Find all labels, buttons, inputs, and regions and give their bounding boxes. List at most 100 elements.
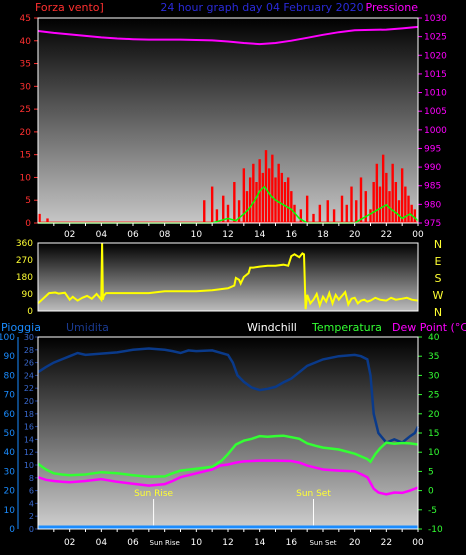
wind-bar <box>375 163 379 222</box>
temperature-legend: Temperatura <box>311 321 382 334</box>
temperature-y-tick-label: -5 <box>428 506 437 516</box>
humidity-y-tick-label: 14 <box>24 435 34 444</box>
temperature-humidity-panel: Sun Rise Sun Set 0102030405060708090100 … <box>0 333 443 548</box>
top-x-tick-label: 08 <box>159 230 171 240</box>
wind-bar <box>385 172 388 222</box>
sun-rise-label: Sun Rise <box>134 489 173 499</box>
humidity-y-tick-label: 22 <box>24 384 34 393</box>
temperature-panel-background <box>38 337 418 529</box>
dewpoint-legend: Dew Point (°C) <box>392 321 466 334</box>
wind-y-tick-label: 0 <box>25 219 31 229</box>
windchill-legend: Windchill <box>247 321 297 334</box>
temperature-y-tick-label: -10 <box>428 525 443 535</box>
pressure-y-tick-label: 990 <box>424 163 441 173</box>
bottom-x-tick-label: 04 <box>96 538 108 548</box>
wind-bar <box>350 186 353 222</box>
wind-y-tick-label: 15 <box>20 151 31 161</box>
pressure-y-tick-label: 1020 <box>424 51 447 61</box>
sun-set-label: Sun Set <box>296 489 331 499</box>
wind-bar <box>267 168 271 222</box>
humidity-y-tick-label: 28 <box>24 346 34 355</box>
wind-bar <box>340 195 344 222</box>
pressure-series-line <box>37 25 419 46</box>
direction-y-tick-label: 90 <box>22 290 34 300</box>
wind-y-tick-label: 35 <box>20 60 31 70</box>
temperature-y-tick-label: 5 <box>428 467 434 477</box>
temperature-y-tick-label: 40 <box>428 333 440 343</box>
wind-bar <box>345 204 348 222</box>
humidity-y-tick-label: 18 <box>24 410 34 419</box>
wind-bar <box>394 182 398 222</box>
pressure-y-tick-label: 1030 <box>424 14 447 24</box>
wind-bar <box>332 209 336 222</box>
humidity-y-tick-label: 24 <box>24 371 34 380</box>
direction-y-tick-label: 360 <box>16 239 33 249</box>
wind-y-tick-label: 25 <box>20 105 31 115</box>
wind-y-tick-label: 45 <box>20 14 31 24</box>
wind-bar <box>318 204 322 222</box>
wind-bar <box>407 195 410 222</box>
bottom-x-tick-label: 00 <box>412 538 424 548</box>
bottom-x-tick-label: 06 <box>127 538 139 548</box>
wind-bar <box>280 172 284 222</box>
pressure-y-tick-label: 1010 <box>424 89 447 99</box>
bottom-x-tick-label: Sun Set <box>309 539 336 547</box>
top-x-tick-label: 20 <box>349 230 361 240</box>
temperature-y-tick-label: 25 <box>428 391 439 401</box>
humidity-y-tick-label: 26 <box>24 359 34 368</box>
wind-bar <box>264 150 268 222</box>
rain-y-tick-label: 100 <box>0 333 15 343</box>
wind-bar <box>245 191 249 222</box>
direction-y-tick-label: 180 <box>16 273 33 283</box>
wind-y-tick-label: 20 <box>20 128 32 138</box>
pressure-y-tick-label: 1025 <box>424 33 447 43</box>
wind-axis-title: Forza vento] <box>35 1 104 14</box>
wind-panel-background <box>38 18 418 223</box>
rain-y-tick-label: 20 <box>4 487 16 497</box>
top-x-tick-label: 18 <box>317 230 329 240</box>
direction-y-tick-label: 0 <box>27 307 33 317</box>
wind-bar <box>359 177 363 222</box>
wind-bar <box>305 195 309 222</box>
wind-bar <box>252 163 255 222</box>
wind-bar <box>248 177 252 222</box>
rain-y-tick-label: 50 <box>4 429 16 439</box>
pressure-y-tick-label: 1000 <box>424 126 447 136</box>
wind-bar <box>38 213 41 222</box>
rain-axis-title: Pioggia <box>1 321 41 334</box>
pressure-y-tick-label: 975 <box>424 219 441 229</box>
wind-bar <box>355 200 358 222</box>
top-x-tick-label: 10 <box>191 230 203 240</box>
rain-y-tick-label: 90 <box>4 352 16 362</box>
top-x-tick-label: 06 <box>127 230 139 240</box>
gust-series-line <box>38 185 419 224</box>
pressure-y-tick-label: 980 <box>424 200 441 210</box>
bottom-x-tick-label: 22 <box>381 538 392 548</box>
direction-y-tick-label: 270 <box>16 256 33 266</box>
rain-y-tick-label: 70 <box>4 391 16 401</box>
wind-bar <box>381 154 385 222</box>
humidity-y-tick-label: 4 <box>29 499 34 508</box>
wind-bar <box>400 168 404 222</box>
temperature-y-tick-label: 35 <box>428 352 439 362</box>
wind-y-tick-label: 40 <box>20 37 32 47</box>
rain-y-tick-label: 80 <box>4 371 16 381</box>
pressure-y-tick-label: 985 <box>424 182 441 192</box>
wind-bar <box>404 186 407 222</box>
temperature-y-tick-label: 15 <box>428 429 439 439</box>
rain-y-tick-label: 30 <box>4 467 16 477</box>
temperature-series-line <box>37 434 419 479</box>
humidity-series-line <box>37 347 420 445</box>
humidity-y-tick-label: 12 <box>24 448 34 457</box>
humidity-y-tick-label: 20 <box>24 397 34 406</box>
temperature-y-tick-label: 30 <box>428 371 440 381</box>
rain-y-tick-label: 10 <box>4 506 16 516</box>
temperature-y-tick-label: 0 <box>428 487 434 497</box>
top-x-tick-label: 04 <box>96 230 108 240</box>
top-x-tick-label: 16 <box>286 230 298 240</box>
direction-panel-frame <box>37 242 419 312</box>
wind-bar <box>413 209 417 222</box>
